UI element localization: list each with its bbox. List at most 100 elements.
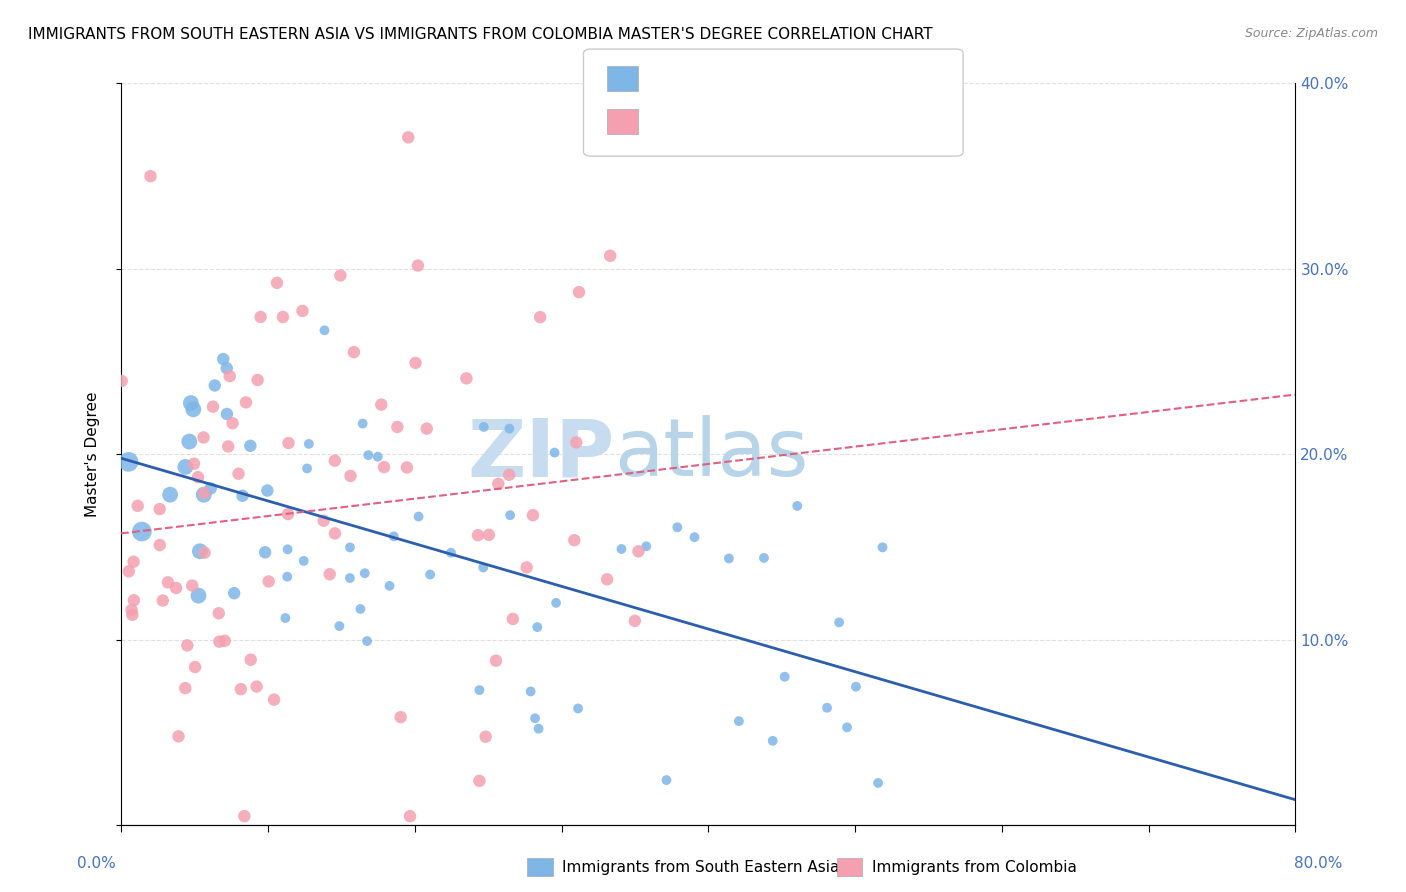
Point	[176, 639, 198, 653]
Point	[387, 420, 409, 434]
Point	[666, 520, 689, 534]
Point	[257, 574, 280, 589]
Point	[367, 450, 389, 464]
Point	[502, 612, 524, 626]
Point	[373, 460, 395, 475]
Point	[349, 602, 371, 616]
Point	[599, 249, 621, 263]
Point	[229, 682, 252, 697]
Text: Immigrants from Colombia: Immigrants from Colombia	[872, 860, 1077, 874]
Point	[562, 533, 585, 548]
Point	[277, 507, 299, 521]
Point	[499, 508, 522, 523]
Text: R =: R =	[647, 71, 681, 86]
Point	[408, 509, 430, 524]
Point	[215, 361, 238, 376]
Point	[352, 417, 374, 431]
Point	[323, 526, 346, 541]
Point	[456, 371, 478, 385]
Point	[472, 420, 495, 434]
Point	[184, 660, 207, 674]
Point	[329, 268, 352, 283]
Point	[752, 550, 775, 565]
Point	[624, 614, 647, 628]
Point	[546, 596, 568, 610]
Point	[246, 680, 269, 694]
Point	[399, 809, 422, 823]
Point	[468, 683, 491, 698]
Point	[627, 544, 650, 558]
Text: 0.0%: 0.0%	[77, 856, 117, 871]
Text: Source: ZipAtlas.com: Source: ZipAtlas.com	[1244, 27, 1378, 40]
Point	[276, 570, 298, 584]
Point	[274, 611, 297, 625]
Point	[440, 546, 463, 560]
Text: R =: R =	[647, 114, 681, 128]
Point	[174, 460, 197, 475]
Point	[486, 476, 509, 491]
Text: IMMIGRANTS FROM SOUTH EASTERN ASIA VS IMMIGRANTS FROM COLOMBIA MASTER'S DEGREE C: IMMIGRANTS FROM SOUTH EASTERN ASIA VS IM…	[28, 27, 932, 42]
Point	[139, 169, 162, 184]
Point	[323, 453, 346, 467]
Point	[214, 633, 236, 648]
Point	[122, 555, 145, 569]
Point	[193, 488, 215, 502]
Point	[786, 499, 808, 513]
Point	[239, 439, 262, 453]
Text: N =: N =	[742, 71, 776, 86]
Point	[122, 593, 145, 607]
Point	[382, 529, 405, 543]
Point	[179, 434, 201, 449]
Text: -0.546: -0.546	[678, 71, 733, 86]
Y-axis label: Master's Degree: Master's Degree	[86, 392, 100, 517]
Point	[181, 402, 204, 417]
Point	[526, 620, 548, 634]
Point	[193, 486, 215, 500]
Point	[543, 445, 565, 459]
Point	[228, 467, 250, 481]
Point	[655, 773, 678, 788]
Point	[156, 575, 179, 590]
Point	[291, 304, 314, 318]
Point	[111, 374, 134, 388]
Point	[131, 524, 153, 539]
Point	[872, 541, 894, 555]
Point	[295, 461, 318, 475]
Point	[522, 508, 544, 523]
Point	[519, 684, 541, 698]
Point	[815, 700, 838, 714]
Point	[152, 593, 174, 607]
Point	[406, 259, 429, 273]
Point	[474, 730, 496, 744]
Point	[215, 407, 238, 421]
Point	[356, 634, 378, 648]
Point	[193, 430, 215, 444]
Point	[728, 714, 751, 728]
Text: -0.019: -0.019	[678, 114, 733, 128]
Point	[683, 530, 706, 544]
Text: 70: 70	[770, 71, 792, 86]
Point	[187, 589, 209, 603]
Point	[353, 566, 375, 581]
Point	[610, 541, 633, 556]
Point	[233, 809, 256, 823]
Point	[180, 396, 202, 410]
Point	[200, 481, 222, 495]
Point	[127, 499, 149, 513]
Point	[231, 489, 253, 503]
Point	[467, 528, 489, 542]
Text: ZIP: ZIP	[467, 416, 614, 493]
Point	[498, 467, 520, 482]
Point	[117, 455, 139, 469]
Point	[181, 578, 204, 592]
Point	[389, 710, 412, 724]
Point	[246, 373, 269, 387]
Point	[208, 606, 231, 620]
Point	[212, 352, 235, 367]
Point	[339, 469, 361, 483]
Point	[221, 416, 243, 430]
Point	[868, 776, 890, 790]
Point	[149, 502, 172, 516]
Point	[762, 734, 785, 748]
Point	[419, 567, 441, 582]
